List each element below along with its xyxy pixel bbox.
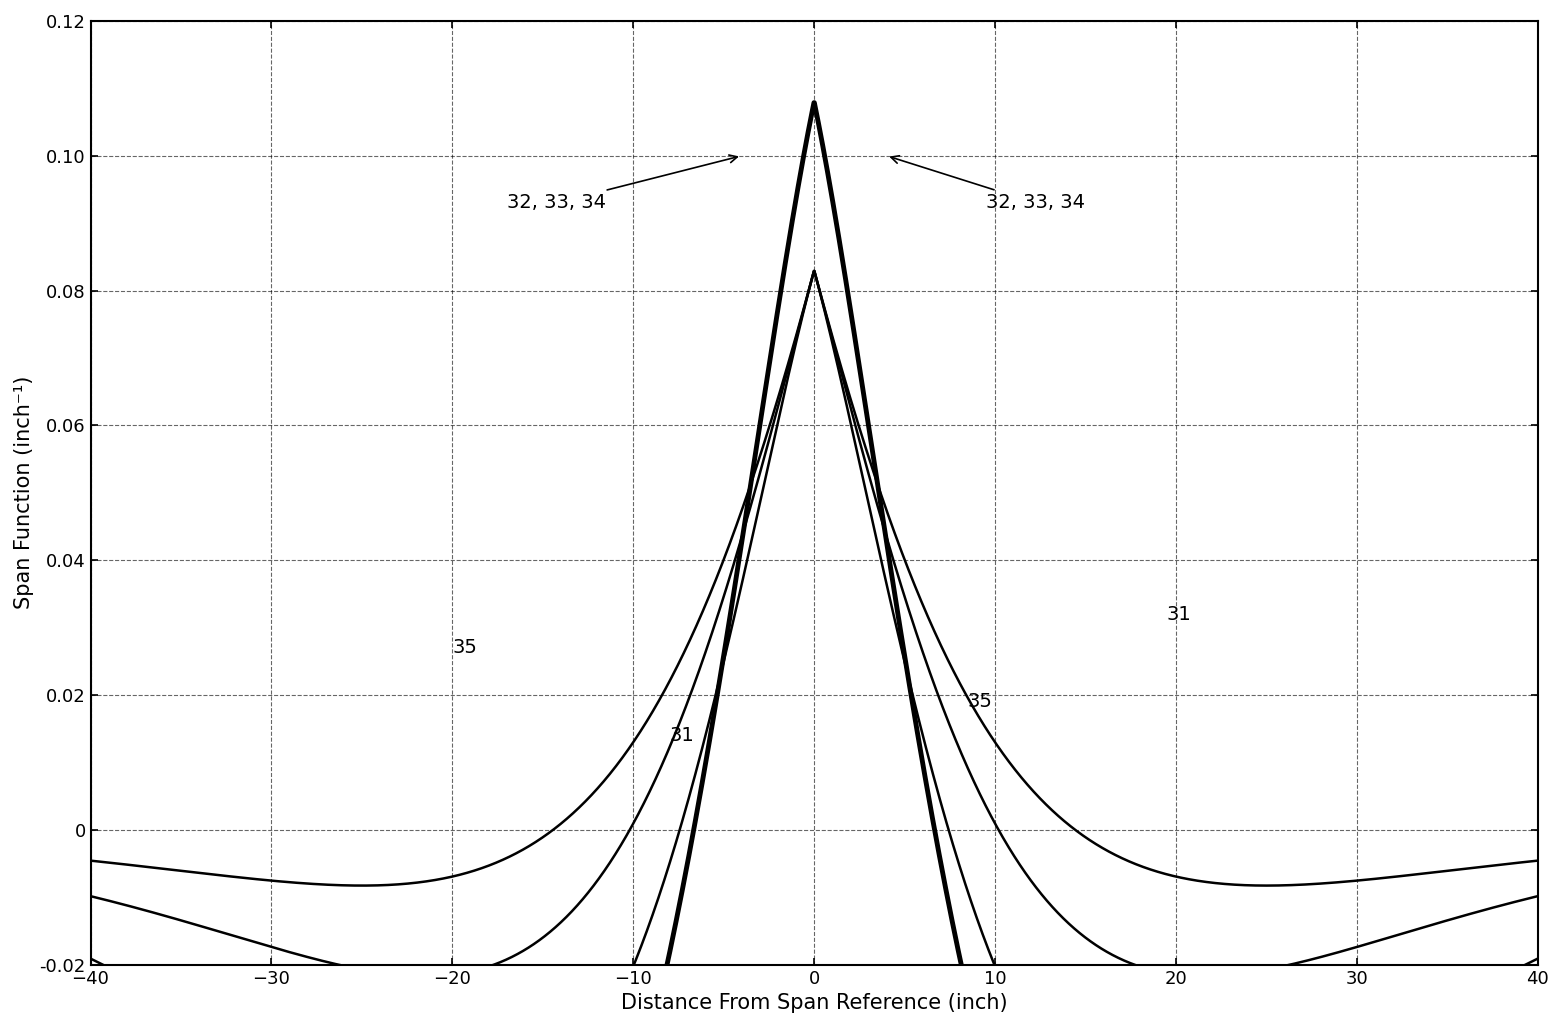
Text: 35: 35 [967, 692, 993, 712]
Y-axis label: Span Function (inch⁻¹): Span Function (inch⁻¹) [14, 376, 34, 609]
Text: 32, 33, 34: 32, 33, 34 [506, 155, 738, 213]
X-axis label: Distance From Span Reference (inch): Distance From Span Reference (inch) [621, 993, 1008, 1013]
Text: 35: 35 [452, 639, 477, 657]
Text: 32, 33, 34: 32, 33, 34 [891, 156, 1085, 213]
Text: 31: 31 [1168, 605, 1191, 623]
Text: 31: 31 [669, 726, 694, 745]
